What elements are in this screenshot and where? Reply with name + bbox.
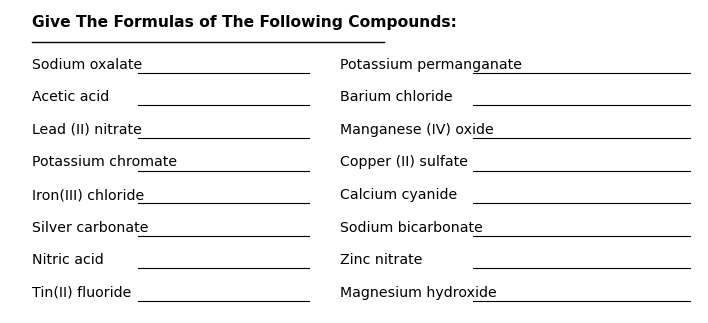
Text: Acetic acid: Acetic acid (32, 90, 109, 104)
Text: Lead (II) nitrate: Lead (II) nitrate (32, 123, 142, 137)
Text: Potassium permanganate: Potassium permanganate (340, 57, 522, 72)
Text: Magnesium hydroxide: Magnesium hydroxide (340, 286, 496, 300)
Text: Give The Formulas of The Following Compounds:: Give The Formulas of The Following Compo… (32, 15, 457, 29)
Text: Barium chloride: Barium chloride (340, 90, 452, 104)
Text: Iron(III) chloride: Iron(III) chloride (32, 188, 144, 202)
Text: Tin(II) fluoride: Tin(II) fluoride (32, 286, 131, 300)
Text: Potassium chromate: Potassium chromate (32, 155, 177, 170)
Text: Nitric acid: Nitric acid (32, 253, 103, 267)
Text: Sodium bicarbonate: Sodium bicarbonate (340, 221, 483, 235)
Text: Copper (II) sulfate: Copper (II) sulfate (340, 155, 468, 170)
Text: Calcium cyanide: Calcium cyanide (340, 188, 457, 202)
Text: Zinc nitrate: Zinc nitrate (340, 253, 423, 267)
Text: Silver carbonate: Silver carbonate (32, 221, 149, 235)
Text: Manganese (IV) oxide: Manganese (IV) oxide (340, 123, 493, 137)
Text: Sodium oxalate: Sodium oxalate (32, 57, 142, 72)
